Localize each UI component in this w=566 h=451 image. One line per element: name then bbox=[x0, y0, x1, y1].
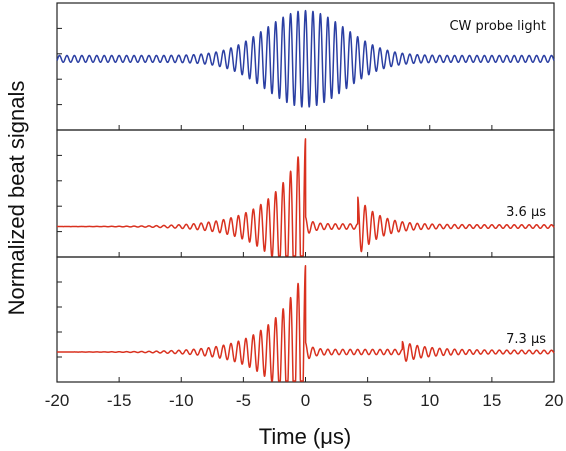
x-tick-label: 15 bbox=[482, 391, 501, 410]
x-tick-label: -10 bbox=[169, 391, 194, 410]
signal-trace bbox=[56, 265, 555, 382]
x-tick-label: -15 bbox=[107, 391, 132, 410]
panel-annotation: 7.3 μs bbox=[506, 332, 546, 347]
x-tick-label: 5 bbox=[363, 391, 372, 410]
panel-annotation: CW probe light bbox=[449, 19, 546, 34]
panel-2: 3.6 μs bbox=[56, 129, 555, 258]
panel-3: 7.3 μs bbox=[56, 256, 555, 383]
signal-trace bbox=[56, 138, 555, 257]
x-tick-label: -20 bbox=[45, 391, 70, 410]
panel-annotation: 3.6 μs bbox=[506, 205, 546, 220]
x-tick-label: -5 bbox=[236, 391, 251, 410]
signal-trace bbox=[56, 9, 555, 108]
panels-group: CW probe light 3.6 μs 7.3 μs bbox=[56, 2, 555, 383]
x-axis-title: Time (μs) bbox=[259, 424, 352, 449]
x-tick-label: 10 bbox=[420, 391, 439, 410]
x-tick-label: 0 bbox=[301, 391, 310, 410]
panel-1: CW probe light bbox=[56, 2, 555, 131]
y-axis-title: Normalized beat signals bbox=[4, 81, 29, 316]
x-axis-ticks: -20 -15 -10 -5 0 5 10 15 20 bbox=[45, 391, 564, 410]
x-tick-label: 20 bbox=[545, 391, 564, 410]
